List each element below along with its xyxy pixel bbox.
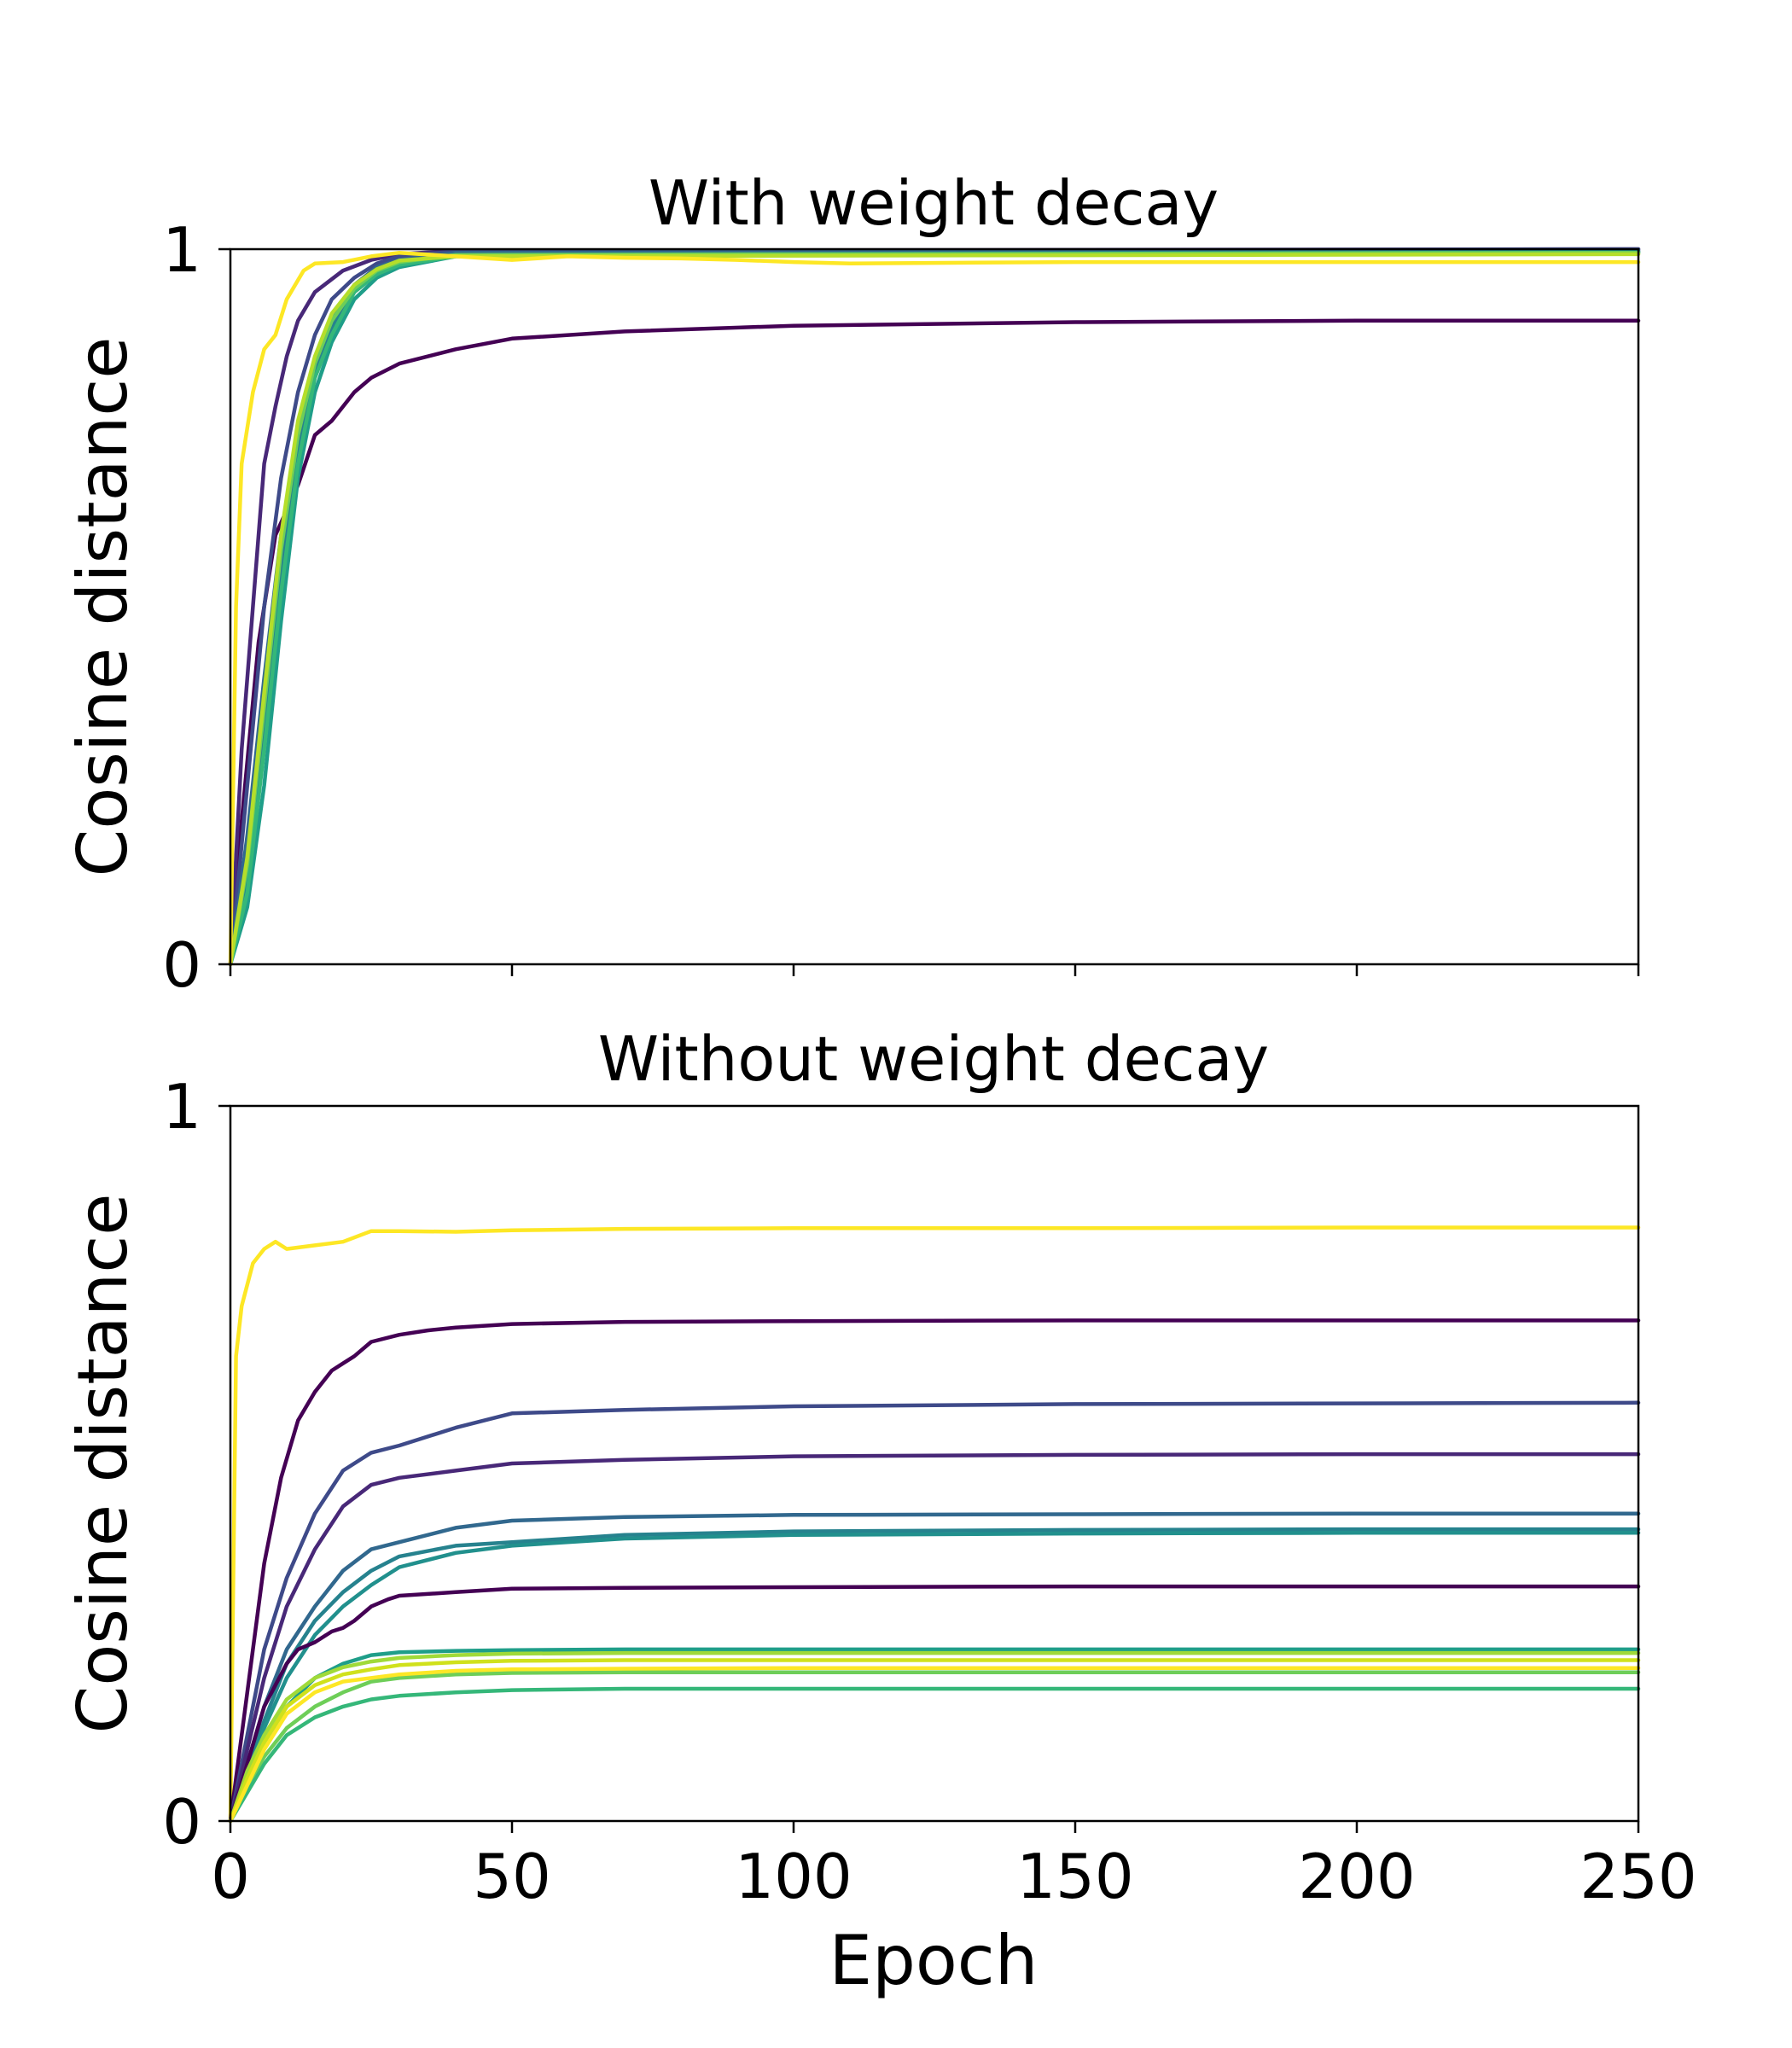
series-line-3 (228, 1400, 1641, 1824)
series-line-9 (228, 252, 1641, 967)
series-line-5 (228, 1511, 1641, 1824)
panel-top-ylabel: Cosine distance (63, 336, 143, 876)
panel-bottom-series (228, 1225, 1641, 1824)
series-line-14 (228, 1666, 1641, 1824)
series-line-6 (228, 1527, 1641, 1824)
series-line-3 (228, 247, 1641, 967)
x-tick-label-50: 50 (473, 1841, 551, 1912)
series-line-4 (228, 1452, 1641, 1824)
panel-bottom-ytick-0: 0 (162, 1786, 201, 1858)
panel-top-series (228, 247, 1641, 967)
x-tick-label-100: 100 (735, 1841, 852, 1912)
series-line-7 (228, 250, 1641, 967)
panel-bottom-ytick-1: 1 (162, 1071, 201, 1143)
series-line-12 (228, 1650, 1641, 1824)
panel-bottom-xticks: 0 50 100 150 200 250 (211, 1104, 1697, 1912)
panel-top-frame (229, 247, 1640, 966)
series-line-13 (228, 1658, 1641, 1824)
panel-bottom-title: Without weight decay (598, 1023, 1269, 1095)
series-line-2 (228, 1318, 1641, 1824)
panel-top: With weight decay 1 0 Cosine distance (63, 167, 1641, 1001)
panel-bottom-xlabel: Epoch (829, 1921, 1039, 2000)
panel-top-ytick-0: 0 (162, 929, 201, 1001)
x-tick-label-0: 0 (211, 1841, 250, 1912)
series-line-7 (228, 1531, 1641, 1824)
series-line-10 (228, 1686, 1641, 1824)
panel-top-ytick-1: 1 (162, 214, 201, 286)
x-tick-label-150: 150 (1016, 1841, 1133, 1912)
panel-top-xticks (218, 247, 1640, 976)
series-line-10 (228, 250, 1641, 967)
panel-bottom: Without weight decay 0 50 100 150 200 250 1 0… (63, 1023, 1697, 2000)
series-line-8 (228, 1584, 1641, 1824)
panel-bottom-frame (229, 1104, 1640, 1823)
series-line-1 (228, 1225, 1641, 1824)
series-line-11 (228, 1670, 1641, 1824)
x-tick-label-250: 250 (1580, 1841, 1696, 1912)
panel-top-title: With weight decay (649, 167, 1219, 239)
x-tick-label-200: 200 (1298, 1841, 1415, 1912)
panel-bottom-ylabel: Cosine distance (63, 1193, 143, 1733)
